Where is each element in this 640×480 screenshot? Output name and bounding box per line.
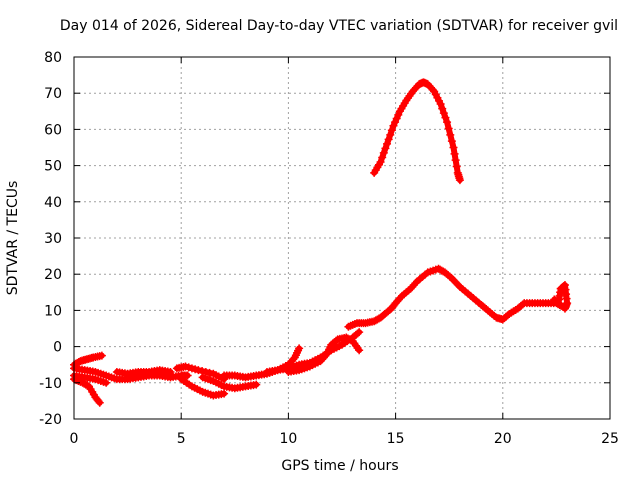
grid [74, 57, 610, 419]
data-point [205, 368, 214, 377]
y-tick-label: 20 [44, 267, 62, 283]
data-point [355, 328, 364, 337]
data-point [438, 104, 447, 113]
data-point [444, 124, 453, 133]
y-tick-label: 0 [53, 340, 62, 356]
data-point [559, 281, 568, 290]
data-point [518, 300, 527, 309]
x-tick-label: 15 [387, 431, 405, 447]
data-point [355, 346, 364, 355]
data-point [381, 144, 390, 153]
data-point [384, 135, 393, 144]
data-point [379, 148, 388, 157]
data-point [102, 378, 111, 387]
data-point [452, 162, 461, 171]
data-point [220, 389, 229, 398]
data-point [289, 355, 298, 364]
data-point [383, 139, 392, 148]
y-tick-label: 70 [44, 86, 62, 102]
x-axis-label: GPS time / hours [281, 458, 398, 474]
data-point [443, 118, 452, 127]
data-point [428, 85, 437, 94]
data-point [445, 272, 454, 281]
x-tick-label: 20 [494, 431, 512, 447]
data-point [455, 176, 464, 185]
chart-title: Day 014 of 2026, Sidereal Day-to-day VTE… [60, 18, 618, 34]
y-tick-label: 40 [44, 195, 62, 211]
data-point [449, 143, 458, 152]
data-point [194, 366, 203, 375]
data-point [183, 371, 192, 380]
data-point [394, 110, 403, 119]
data-point [94, 397, 103, 406]
data-point [447, 137, 456, 146]
y-tick-label: -10 [39, 376, 62, 392]
y-tick-label: 30 [44, 231, 62, 247]
data-point [95, 398, 104, 407]
y-tick-label: 50 [44, 159, 62, 175]
data-track [371, 79, 463, 184]
data-point [450, 149, 459, 158]
data-point [560, 304, 569, 313]
data-point [436, 100, 445, 109]
data-point [378, 153, 387, 162]
data-point [396, 293, 405, 302]
data-point [451, 156, 460, 165]
data-point [439, 109, 448, 118]
data-point [446, 130, 455, 139]
data-point [332, 336, 341, 345]
data-point [392, 114, 401, 123]
y-tick-label: 60 [44, 122, 62, 138]
data-point [376, 157, 385, 166]
data-point [387, 126, 396, 135]
data-point [97, 351, 106, 360]
y-tick-label: -20 [39, 412, 62, 428]
data-point [353, 329, 362, 338]
x-tick-label: 25 [601, 431, 619, 447]
x-tick-label: 5 [177, 431, 186, 447]
data-point [166, 367, 175, 376]
y-tick-label: 80 [44, 50, 62, 66]
y-tick-label: 10 [44, 303, 62, 319]
data-point [391, 118, 400, 127]
data-point [411, 279, 420, 288]
data-point [386, 130, 395, 139]
data-point [252, 380, 261, 389]
axes: 0 5 10 15 20 25 -20 -10 0 10 20 30 40 50 60 70 80 [39, 50, 619, 447]
data-point [295, 344, 304, 353]
plot-area [70, 78, 572, 407]
data-point [441, 113, 450, 122]
y-axis-label: SDTVAR / TECUs [5, 181, 21, 296]
x-tick-label: 0 [70, 431, 79, 447]
data-point [389, 121, 398, 130]
data-point [321, 351, 330, 360]
x-tick-label: 10 [279, 431, 297, 447]
